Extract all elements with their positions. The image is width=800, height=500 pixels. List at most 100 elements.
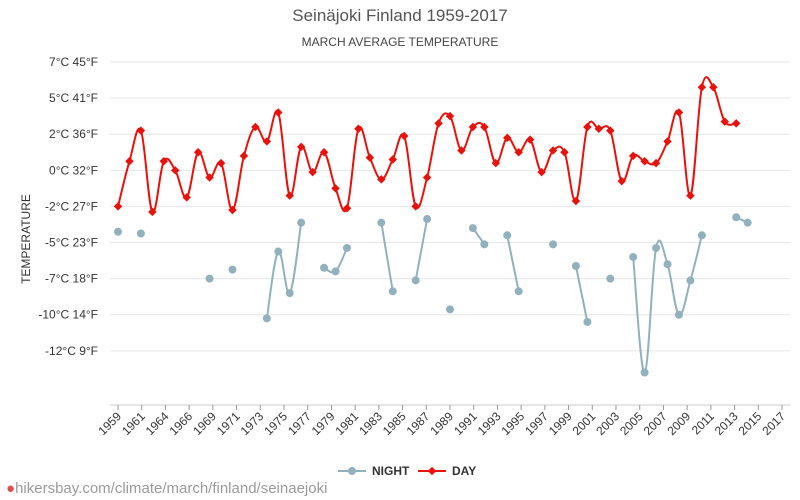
day-point: [193, 148, 203, 157]
night-point: [320, 263, 329, 272]
night-point: [331, 267, 340, 276]
day-point: [365, 153, 375, 162]
day-point: [709, 83, 718, 92]
y-tick-label: -5°C 23°F: [45, 236, 98, 250]
x-tick-label: 1966: [166, 409, 195, 438]
x-tick-label: 1973: [238, 409, 267, 438]
night-point: [262, 314, 271, 323]
day-point: [251, 122, 260, 132]
x-tick-label: 2013: [712, 409, 741, 438]
y-tick-label: 5°C 41°F: [49, 91, 98, 105]
night-point: [285, 289, 294, 298]
night-point: [503, 231, 512, 240]
series-line-night: [574, 265, 589, 323]
day-point: [560, 148, 569, 157]
day-point: [663, 137, 672, 146]
day-point: [239, 151, 249, 161]
x-tick-label: 1961: [119, 409, 148, 438]
day-point: [285, 191, 294, 200]
y-tick-label: 7°C 45°F: [49, 55, 98, 69]
day-point: [216, 158, 226, 168]
day-point: [697, 83, 707, 92]
night-point: [583, 317, 592, 326]
night-point: [136, 229, 145, 238]
watermark-text: hikersbay.com/climate/march/finland/sein…: [15, 480, 328, 497]
day-point: [296, 142, 306, 152]
night-point: [743, 218, 752, 227]
watermark[interactable]: ●hikersbay.com/climate/march/finland/sei…: [6, 480, 327, 497]
x-tick-label: 1977: [285, 409, 314, 438]
day-point: [457, 146, 466, 155]
legend-marker: [427, 466, 437, 476]
y-axis-ticks: 7°C 45°F 5°C 41°F 2°C 36°F 0°C 32°F -2°C 27°…: [38, 55, 98, 358]
day-point: [480, 122, 489, 132]
x-tick-label: 2015: [736, 409, 765, 438]
series-day: [113, 76, 741, 217]
day-point: [262, 137, 272, 146]
x-tick-label: 1981: [332, 409, 361, 438]
x-tick-label: 2003: [593, 409, 622, 438]
day-point: [434, 119, 443, 128]
legend-item-night: NIGHT: [338, 464, 410, 478]
day-point: [628, 151, 638, 161]
y-tick-label: 0°C 32°F: [49, 163, 98, 177]
night-point: [468, 224, 477, 233]
y-tick-label: -12°C 9°F: [45, 344, 98, 358]
day-point: [274, 108, 283, 117]
series-line-night: [380, 222, 394, 292]
night-point: [606, 274, 615, 283]
day-point: [319, 148, 329, 157]
y-tick-label: -2°C 27°F: [45, 199, 98, 213]
location-pin-icon: ●: [6, 480, 16, 497]
night-point: [629, 252, 638, 261]
legend-label: DAY: [452, 464, 476, 478]
x-axis-ticks: 1959196119641966196919711973197519771979…: [95, 405, 788, 438]
x-tick-label: 1987: [404, 409, 433, 438]
x-tick-label: 2007: [641, 409, 670, 438]
x-tick-label: 1999: [546, 409, 575, 438]
day-point: [525, 135, 535, 144]
chart-title: Seinäjoki Finland 1959-2017: [292, 6, 508, 25]
night-point: [686, 276, 695, 285]
night-point: [640, 368, 649, 377]
chart-subtitle: MARCH AVERAGE TEMPERATURE: [301, 35, 499, 49]
x-tick-label: 2009: [664, 409, 693, 438]
x-tick-label: 1983: [356, 409, 385, 438]
y-tick-label: -10°C 14°F: [38, 308, 98, 322]
series-line-night: [265, 222, 303, 319]
night-point: [674, 310, 683, 319]
x-tick-label: 1993: [475, 409, 504, 438]
night-point: [114, 227, 122, 236]
night-point: [480, 240, 489, 249]
night-point: [274, 247, 283, 256]
legend[interactable]: NIGHT DAY: [338, 464, 476, 478]
series-group: [113, 76, 752, 377]
day-point: [491, 158, 501, 168]
x-tick-label: 1991: [451, 409, 480, 438]
x-tick-label: 1989: [427, 409, 456, 438]
night-point: [411, 276, 420, 285]
x-tick-label: 1979: [309, 409, 338, 438]
night-point: [732, 213, 741, 222]
x-tick-label: 1971: [214, 409, 243, 438]
series-line-night: [414, 218, 429, 281]
day-point: [170, 166, 180, 175]
day-point: [308, 167, 317, 177]
night-point: [549, 240, 558, 249]
night-point: [652, 243, 661, 252]
day-point: [228, 205, 237, 215]
x-tick-label: 1969: [190, 409, 219, 438]
x-tick-label: 2017: [759, 409, 788, 438]
day-point: [399, 131, 409, 141]
x-tick-label: 1997: [522, 409, 551, 438]
series-night: [114, 213, 752, 377]
night-point: [697, 231, 706, 240]
day-point: [731, 119, 741, 128]
day-point: [411, 202, 420, 211]
x-tick-label: 1995: [498, 409, 527, 438]
day-point: [113, 202, 123, 211]
day-point: [331, 184, 340, 193]
night-point: [514, 287, 523, 296]
y-tick-label: 2°C 36°F: [49, 127, 98, 141]
day-point: [388, 155, 398, 164]
